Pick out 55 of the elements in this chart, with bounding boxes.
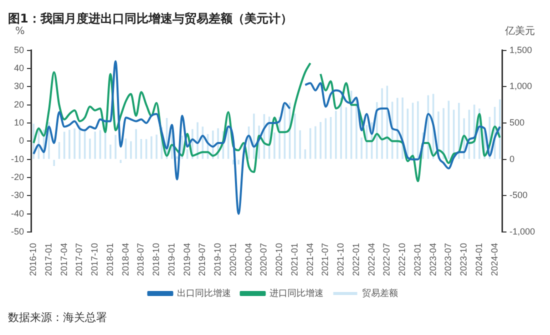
y2-tick-label: 1,000 <box>509 81 532 92</box>
y-tick-label: -30 <box>10 190 24 200</box>
y-tick-label: -20 <box>10 172 24 182</box>
x-tick-label: 2018-10 <box>151 242 162 276</box>
x-tick-label: 2021-01 <box>289 242 300 276</box>
y-tick-label: 50 <box>14 44 24 55</box>
y-tick-label: -50 <box>10 226 24 236</box>
legend-label: 出口同比增速 <box>176 288 231 299</box>
x-tick-label: 2017-04 <box>58 242 69 276</box>
legend-label: 进口同比增速 <box>269 288 324 299</box>
y-tick-label: -10 <box>10 154 24 164</box>
x-tick-label: 2019-01 <box>166 242 176 276</box>
x-tick-label: 2024-04 <box>489 242 500 276</box>
x-tick-label: 2023-07 <box>443 242 454 276</box>
y-tick-label: -40 <box>10 208 24 218</box>
x-tick-label: 2018-07 <box>136 242 146 276</box>
x-tick-label: 2017-01 <box>43 242 54 276</box>
y2-tick-label: 500 <box>509 118 525 128</box>
y-tick-label: 30 <box>14 81 24 92</box>
x-tick-label: 2020-04 <box>243 242 254 276</box>
x-tick-label: 2023-10 <box>458 242 469 276</box>
x-tick-label: 2021-07 <box>320 242 330 276</box>
x-tick-label: 2018-01 <box>104 242 115 276</box>
y2-tick-label: 0 <box>509 154 514 164</box>
x-tick-label: 2020-01 <box>228 242 238 276</box>
x-tick-label: 2021-10 <box>336 242 346 276</box>
y2-axis-title: 亿美元 <box>504 24 535 37</box>
x-tick-label: 2019-10 <box>212 242 223 276</box>
y2-tick-label: -1,000 <box>509 226 536 236</box>
y2-tick-label: 1,500 <box>509 44 532 55</box>
y-tick-label: 0 <box>18 136 24 146</box>
y-tick-label: 10 <box>14 118 24 128</box>
chart-title: 图1：我国月度进出口同比增速与贸易差额（美元计） <box>8 11 292 26</box>
legend-label: 贸易差额 <box>362 288 398 299</box>
x-tick-label: 2019-07 <box>197 242 208 276</box>
y-tick-label: 20 <box>14 99 24 110</box>
x-tick-label: 2022-04 <box>366 242 376 276</box>
x-tick-label: 2019-04 <box>182 242 192 276</box>
x-tick-label: 2021-04 <box>304 242 315 276</box>
x-tick-label: 2018-04 <box>120 242 130 276</box>
y-tick-label: 40 <box>14 63 24 74</box>
x-tick-label: 2016-10 <box>28 242 38 276</box>
source-note: 数据来源：海关总署 <box>8 310 108 325</box>
x-tick-label: 2022-10 <box>397 242 408 276</box>
x-tick-label: 2020-07 <box>258 242 269 276</box>
x-tick-label: 2020-10 <box>274 242 284 276</box>
y-axis-title: % <box>15 26 25 37</box>
x-tick-label: 2022-07 <box>382 242 392 276</box>
x-tick-label: 2017-07 <box>74 242 84 276</box>
x-tick-label: 2024-01 <box>474 242 484 276</box>
x-tick-label: 2017-10 <box>90 242 100 276</box>
x-tick-label: 2022-01 <box>350 242 361 276</box>
x-tick-label: 2023-01 <box>412 242 422 276</box>
y2-tick-label: -500 <box>509 190 528 200</box>
x-tick-label: 2023-04 <box>428 242 438 276</box>
